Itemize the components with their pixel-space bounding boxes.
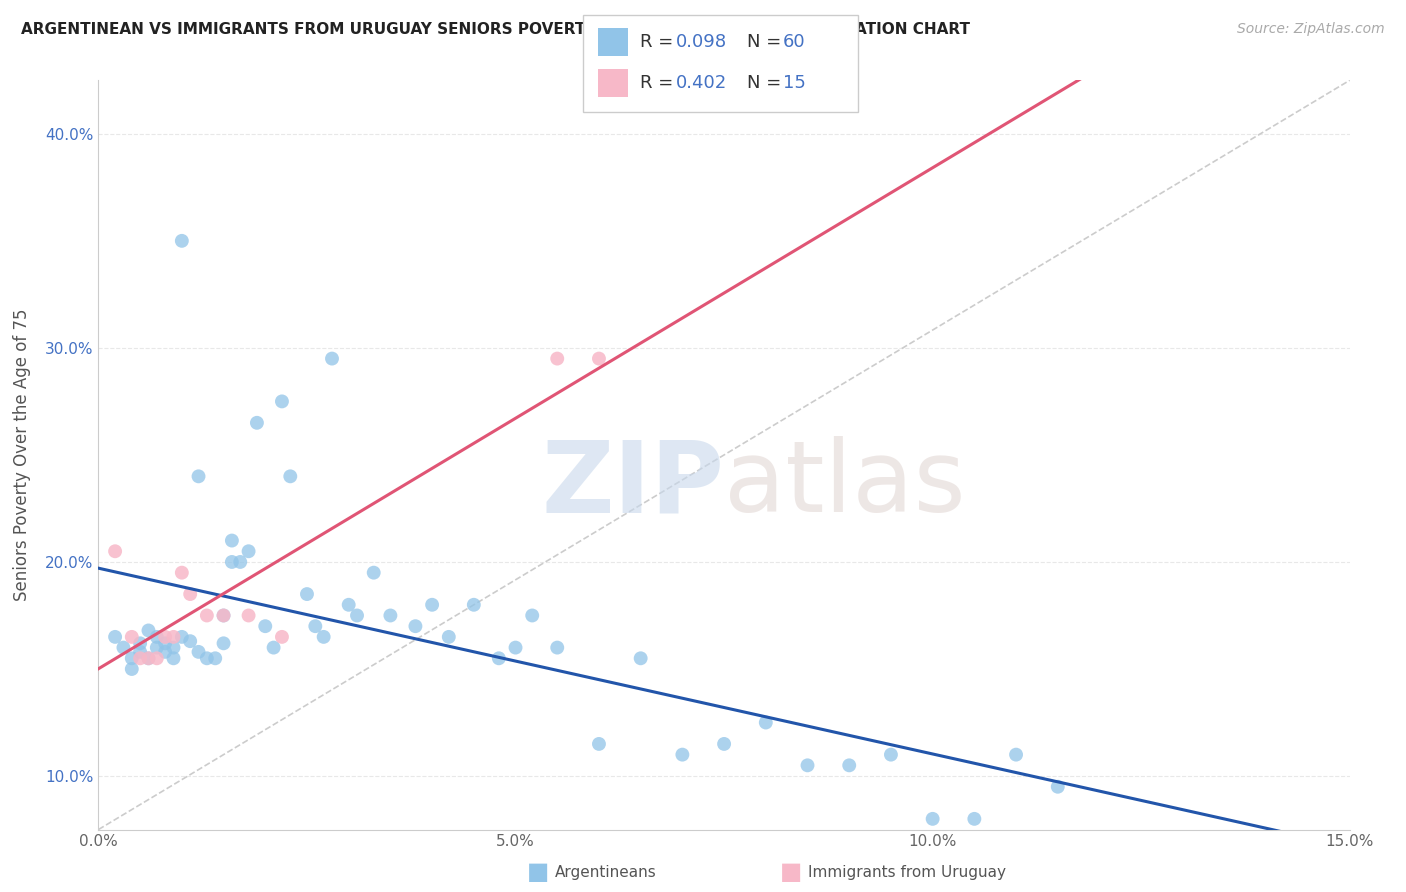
Point: [138, 651, 160, 665]
Point: [246, 416, 269, 430]
Point: [796, 758, 818, 772]
Point: [488, 651, 510, 665]
Point: [204, 651, 226, 665]
Point: [588, 737, 610, 751]
Text: Immigrants from Uruguay: Immigrants from Uruguay: [808, 865, 1007, 880]
Point: [138, 624, 160, 638]
Point: [179, 634, 201, 648]
Point: [238, 608, 260, 623]
Point: [162, 630, 184, 644]
Point: [212, 608, 235, 623]
Point: [337, 598, 360, 612]
Point: [278, 469, 301, 483]
Text: ■: ■: [780, 861, 803, 884]
Point: [713, 737, 735, 751]
Point: [121, 651, 143, 665]
Point: [221, 533, 243, 548]
Point: [153, 645, 176, 659]
Point: [437, 630, 460, 644]
Text: Argentineans: Argentineans: [555, 865, 657, 880]
Point: [671, 747, 693, 762]
Point: [321, 351, 343, 366]
Point: [1005, 747, 1028, 762]
Point: [420, 598, 443, 612]
Point: [121, 662, 143, 676]
Point: [212, 636, 235, 650]
Point: [179, 587, 201, 601]
Text: N =: N =: [747, 33, 786, 51]
Text: R =: R =: [640, 33, 679, 51]
Point: [1046, 780, 1069, 794]
Point: [153, 630, 176, 644]
Point: [263, 640, 285, 655]
Point: [404, 619, 426, 633]
Point: [254, 619, 277, 633]
Point: [129, 636, 152, 650]
Point: [522, 608, 544, 623]
Point: [170, 630, 193, 644]
Point: [271, 394, 294, 409]
Point: [129, 651, 152, 665]
Point: [187, 645, 209, 659]
Point: [195, 651, 218, 665]
Point: [162, 640, 184, 655]
Y-axis label: Seniors Poverty Over the Age of 75: Seniors Poverty Over the Age of 75: [13, 309, 31, 601]
Text: ■: ■: [527, 861, 550, 884]
Point: [295, 587, 318, 601]
Point: [162, 651, 184, 665]
Point: [229, 555, 252, 569]
Point: [238, 544, 260, 558]
Point: [755, 715, 778, 730]
Point: [546, 640, 568, 655]
Point: [505, 640, 527, 655]
Point: [363, 566, 385, 580]
Text: 60: 60: [783, 33, 806, 51]
Point: [146, 651, 169, 665]
Text: ZIP: ZIP: [541, 436, 724, 533]
Point: [546, 351, 568, 366]
Point: [121, 630, 143, 644]
Point: [187, 469, 209, 483]
Point: [963, 812, 986, 826]
Point: [221, 555, 243, 569]
Point: [312, 630, 335, 644]
Point: [146, 630, 169, 644]
Text: atlas: atlas: [724, 436, 966, 533]
Point: [170, 566, 193, 580]
Point: [112, 640, 135, 655]
Point: [153, 636, 176, 650]
Point: [170, 234, 193, 248]
Point: [129, 645, 152, 659]
Point: [880, 747, 903, 762]
Point: [346, 608, 368, 623]
Point: [588, 351, 610, 366]
Point: [921, 812, 943, 826]
Point: [463, 598, 485, 612]
Point: [380, 608, 402, 623]
Point: [104, 630, 127, 644]
Point: [838, 758, 860, 772]
Text: 0.402: 0.402: [676, 74, 727, 92]
Text: N =: N =: [747, 74, 786, 92]
Text: ARGENTINEAN VS IMMIGRANTS FROM URUGUAY SENIORS POVERTY OVER THE AGE OF 75 CORREL: ARGENTINEAN VS IMMIGRANTS FROM URUGUAY S…: [21, 22, 970, 37]
Point: [212, 608, 235, 623]
Point: [138, 651, 160, 665]
Text: 15: 15: [783, 74, 806, 92]
Text: Source: ZipAtlas.com: Source: ZipAtlas.com: [1237, 22, 1385, 37]
Point: [146, 640, 169, 655]
Point: [630, 651, 652, 665]
Point: [104, 544, 127, 558]
Point: [195, 608, 218, 623]
Text: 0.098: 0.098: [676, 33, 727, 51]
Point: [304, 619, 326, 633]
Text: R =: R =: [640, 74, 679, 92]
Point: [271, 630, 294, 644]
